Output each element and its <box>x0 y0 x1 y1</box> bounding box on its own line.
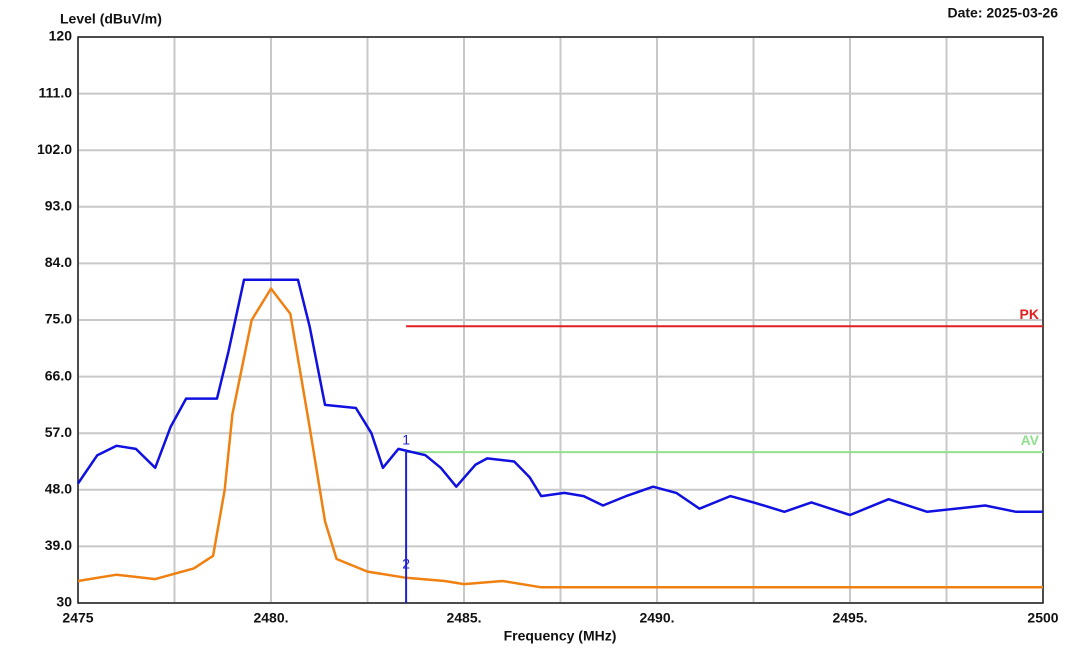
series-line <box>77 287 1043 589</box>
y-tick-label: 111.0 <box>39 84 73 100</box>
x-tick-label: 2485. <box>446 610 481 626</box>
limit-label: PK <box>1020 306 1039 322</box>
x-tick-label: 2500 <box>1027 610 1058 626</box>
x-tick-label: 2475 <box>62 610 93 626</box>
date: Date: 2025-03-26 <box>947 5 1058 21</box>
x-tick-label: 2495. <box>832 610 867 626</box>
x-tick-label: 2490. <box>639 610 674 626</box>
series-line <box>76 278 1043 517</box>
y-tick-label: 30 <box>56 594 72 610</box>
x-tick-label: 2480. <box>253 610 288 626</box>
y-tick-label: 93.0 <box>45 198 72 214</box>
limit-label: AV <box>1021 432 1040 448</box>
x-axis-label: Frequency (MHz) <box>504 628 617 644</box>
marker-label: 1 <box>402 432 410 448</box>
y-axis-label: Level (dBuV/m) <box>60 11 162 27</box>
marker-label: 2 <box>402 555 410 571</box>
y-tick-label: 102.0 <box>37 141 72 157</box>
y-tick-label: 84.0 <box>45 254 72 270</box>
y-tick-label: 57.0 <box>45 424 72 440</box>
y-tick-label: 39.0 <box>45 537 72 553</box>
y-tick-label: 66.0 <box>45 367 72 383</box>
plot-frame <box>77 36 1044 604</box>
y-tick-label: 48.0 <box>45 481 72 497</box>
y-tick-label: 75.0 <box>45 311 72 327</box>
y-tick-label: 120 <box>49 28 73 44</box>
